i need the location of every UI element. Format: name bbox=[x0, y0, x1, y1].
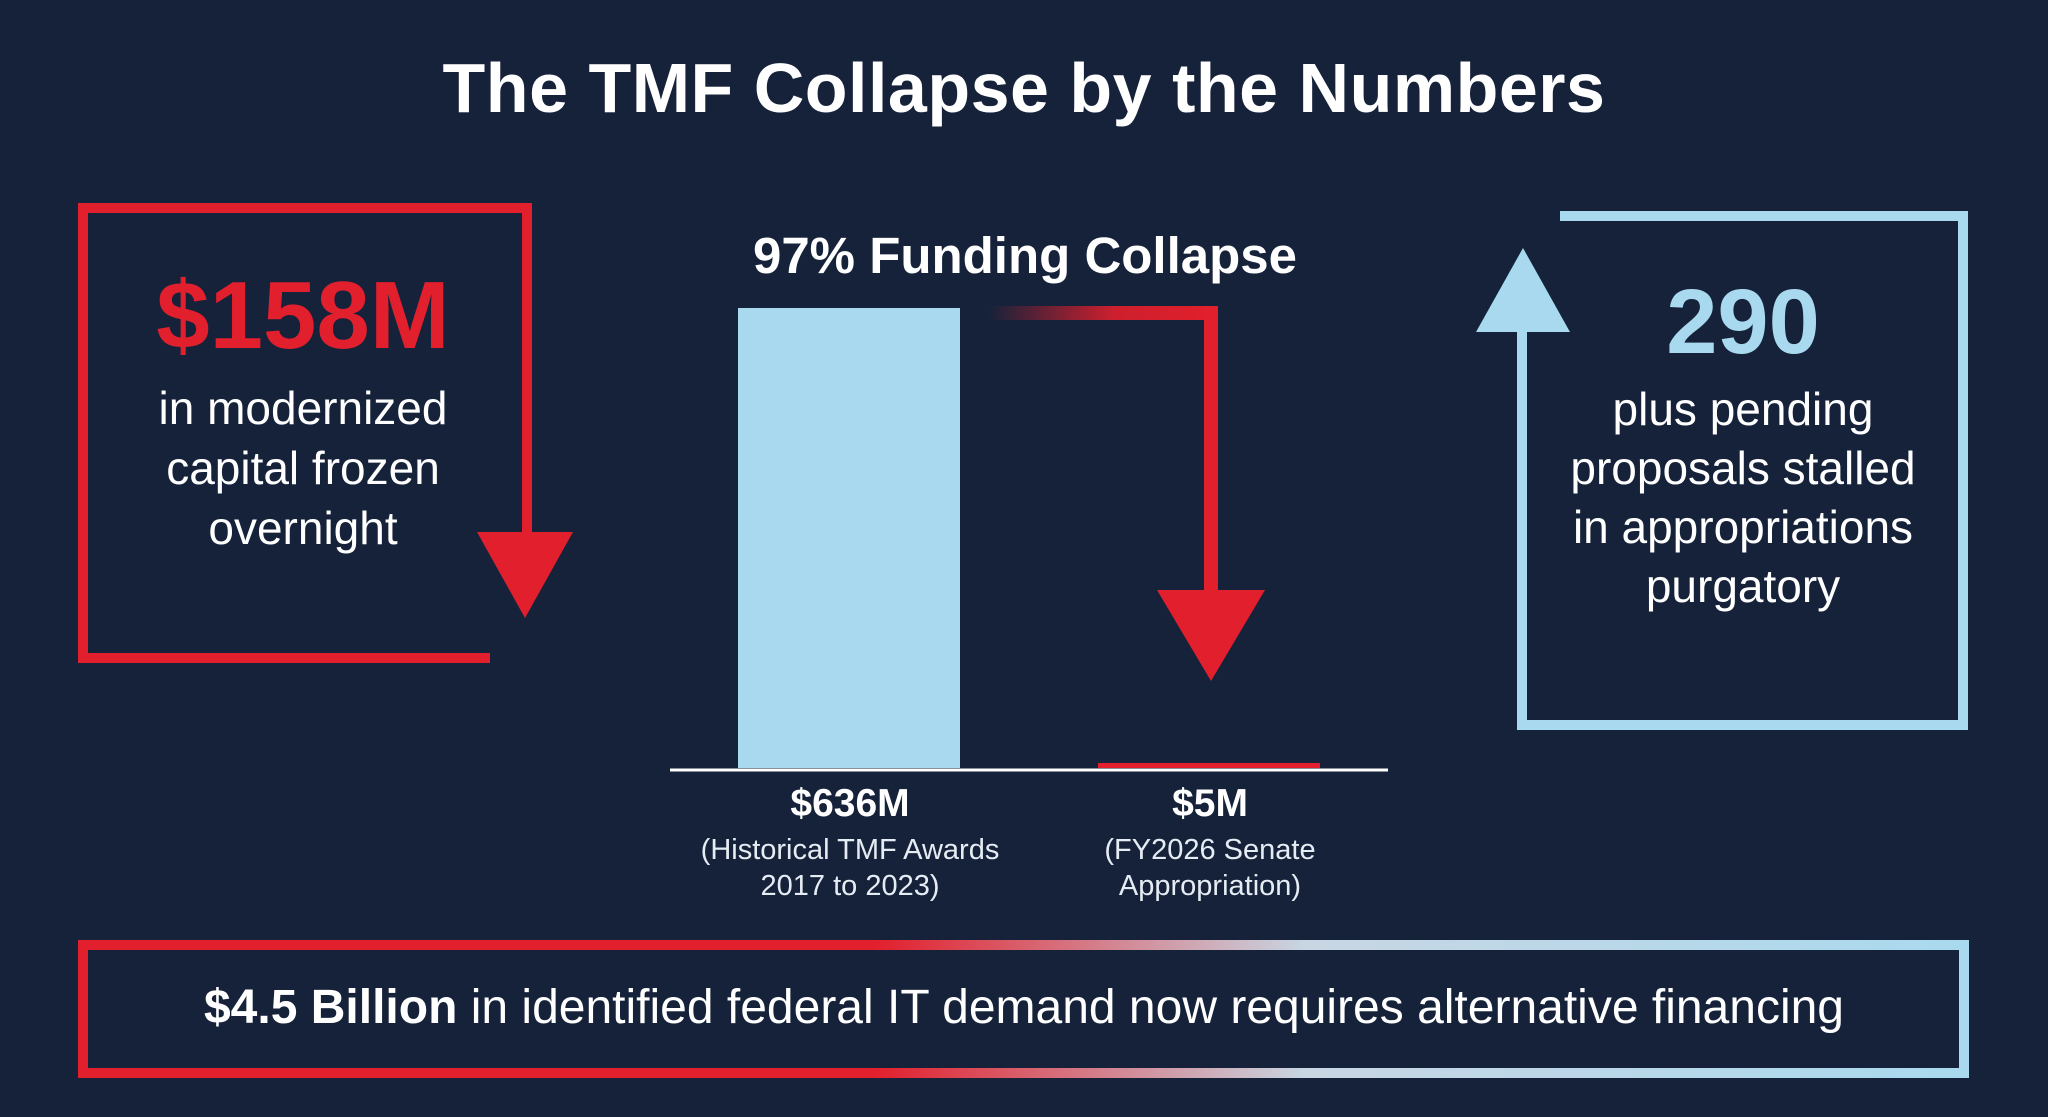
banner-text: $4.5 Billion in identified federal IT de… bbox=[80, 980, 1968, 1035]
bar-category-note-historical: (Historical TMF Awards 2017 to 2023) bbox=[700, 834, 1000, 902]
bar-category-note-fy2026: (FY2026 Senate Appropriation) bbox=[1104, 834, 1316, 902]
banner-frame bbox=[78, 940, 1969, 1078]
banner-rest: in identified federal IT demand now requ… bbox=[457, 981, 1844, 1034]
bar-historical bbox=[738, 308, 960, 768]
chart-bars bbox=[738, 308, 1320, 768]
collapse-arrow-icon bbox=[1157, 590, 1265, 681]
bar-fy2026 bbox=[1098, 763, 1320, 768]
left-box-frame bbox=[78, 203, 573, 663]
banner-bold-figure: $4.5 Billion bbox=[203, 981, 458, 1034]
collapse-arrow bbox=[988, 306, 1265, 681]
right-stat-value: 290 bbox=[1666, 271, 1820, 373]
page-title: The TMF Collapse by the Numbers bbox=[442, 49, 1606, 127]
chart-title: 97% Funding Collapse bbox=[752, 227, 1298, 284]
down-arrow-icon bbox=[477, 532, 573, 618]
right-box-frame bbox=[1476, 211, 1968, 730]
bar-value-label-historical: $636M bbox=[790, 782, 910, 825]
left-stat-description: in modernized capital frozen overnight bbox=[158, 382, 448, 554]
bar-value-label-fy2026: $5M bbox=[1172, 782, 1248, 825]
right-stat-description: plus pending proposals stalled in approp… bbox=[1570, 383, 1916, 612]
up-arrow-icon bbox=[1476, 248, 1570, 332]
left-stat-value: $158M bbox=[156, 262, 450, 369]
